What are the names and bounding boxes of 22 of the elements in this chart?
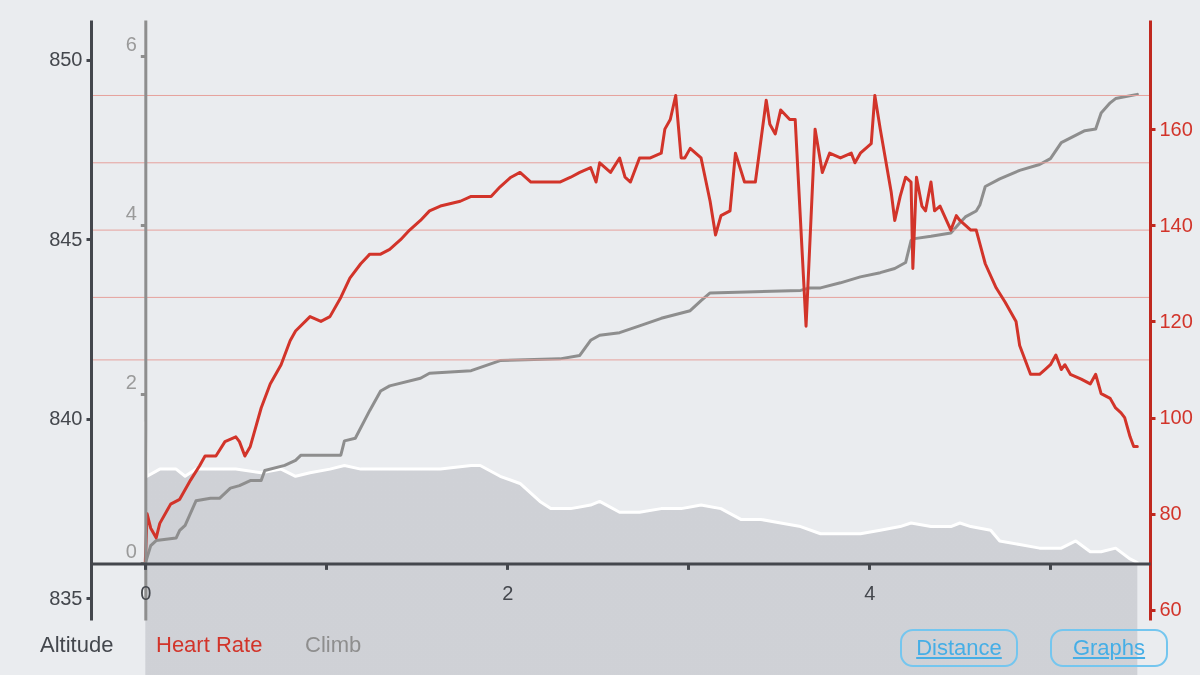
y3-tick-label: 4 [125,201,137,224]
y2-tick-label: 140 [1159,213,1193,236]
y-tick-label: 850 [49,48,83,71]
x-tick-label: 2 [502,581,514,604]
button[interactable]: Distance [900,629,1018,667]
y2-tick-label: 160 [1159,117,1193,140]
y2-tick-label: 60 [1159,598,1182,621]
y2-tick-label: 120 [1159,309,1193,332]
y2-tick-label: 100 [1159,406,1193,429]
button[interactable]: Graphs [1050,629,1168,667]
y-tick-label: 845 [49,227,83,250]
y3-tick-label: 2 [125,370,137,393]
text: Climb [305,632,362,657]
text: Heart Rate [156,632,263,657]
y-tick-label: 840 [49,407,83,430]
series-label: Altitude [40,632,114,657]
y3-tick-label: 0 [125,539,137,562]
y2-tick-label: 80 [1159,502,1182,525]
y3-tick-label: 6 [125,32,137,55]
y-tick-label: 835 [49,586,83,609]
x-tick-label: 0 [140,581,152,604]
x-tick-label: 4 [864,581,876,604]
